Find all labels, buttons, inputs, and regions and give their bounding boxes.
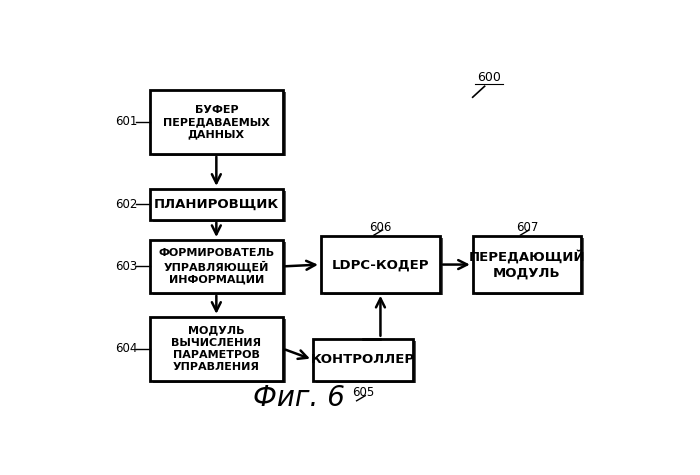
Bar: [150, 240, 283, 293]
Text: LDPC-КОДЕР: LDPC-КОДЕР: [332, 258, 429, 271]
Bar: [476, 238, 584, 295]
Bar: [150, 90, 283, 154]
Text: МОДУЛЬ
ВЫЧИСЛЕНИЯ
ПАРАМЕТРОВ
УПРАВЛЕНИЯ: МОДУЛЬ ВЫЧИСЛЕНИЯ ПАРАМЕТРОВ УПРАВЛЕНИЯ: [172, 326, 261, 371]
Text: 605: 605: [352, 386, 375, 399]
Text: 604: 604: [116, 342, 138, 355]
Text: БУФЕР
ПЕРЕДАВАЕМЫХ
ДАННЫХ: БУФЕР ПЕРЕДАВАЕМЫХ ДАННЫХ: [163, 105, 270, 139]
Bar: [313, 339, 413, 380]
Bar: [316, 341, 416, 383]
Text: ФОРМИРОВАТЕЛЬ
УПРАВЛЯЮЩЕЙ
ИНФОРМАЦИИ: ФОРМИРОВАТЕЛЬ УПРАВЛЯЮЩЕЙ ИНФОРМАЦИИ: [158, 248, 274, 285]
Bar: [321, 236, 440, 293]
Text: КОНТРОЛЛЕР: КОНТРОЛЛЕР: [311, 353, 415, 366]
Text: Фиг. 6: Фиг. 6: [253, 384, 345, 412]
Text: 606: 606: [370, 220, 391, 234]
Bar: [324, 238, 443, 295]
Text: 601: 601: [116, 115, 138, 128]
Text: 600: 600: [477, 71, 501, 84]
Bar: [153, 92, 286, 156]
Bar: [153, 242, 286, 295]
Bar: [473, 236, 581, 293]
Text: 602: 602: [116, 198, 138, 210]
Bar: [153, 319, 286, 383]
Text: ПЛАНИРОВЩИК: ПЛАНИРОВЩИК: [154, 198, 279, 211]
Text: 607: 607: [516, 220, 538, 234]
Bar: [150, 189, 283, 220]
Text: ПЕРЕДАЮЩИЙ
МОДУЛЬ: ПЕРЕДАЮЩИЙ МОДУЛЬ: [469, 250, 585, 279]
Bar: [153, 191, 286, 222]
Bar: [150, 317, 283, 380]
Text: 603: 603: [116, 260, 138, 273]
